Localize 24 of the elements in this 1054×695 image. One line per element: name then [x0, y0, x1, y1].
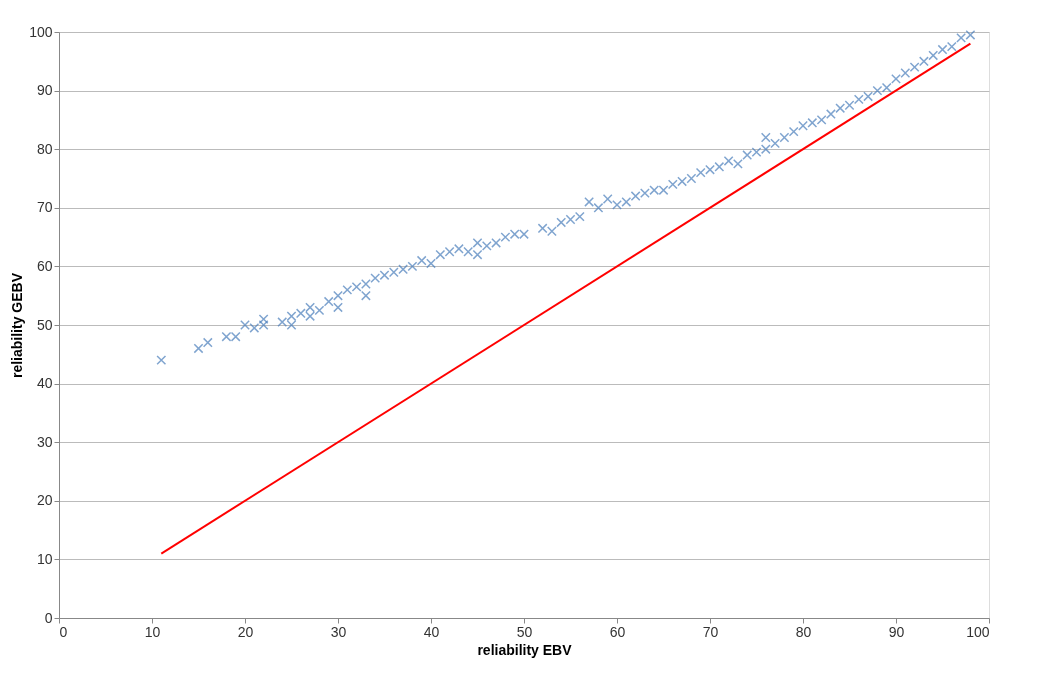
y-tick-label: 70	[36, 199, 53, 216]
y-tick-label: 80	[36, 140, 53, 157]
x-tick-label: 50	[516, 623, 533, 640]
y-tick-label: 100	[29, 23, 53, 40]
x-tick-label: 10	[144, 623, 161, 640]
x-tick-label: 40	[423, 623, 440, 640]
y-tick-label: 0	[44, 609, 53, 626]
x-axis-title: reliability EBV	[477, 641, 573, 658]
y-tick-label: 40	[36, 375, 53, 392]
y-tick-label: 20	[36, 492, 53, 509]
x-tick-label: 60	[609, 623, 626, 640]
y-axis-title: reliability GEBV	[9, 272, 26, 379]
y-tick-label: 50	[36, 316, 53, 333]
y-tick-label: 60	[36, 257, 53, 274]
x-tick-label: 0	[59, 623, 68, 640]
y-tick-label: 10	[36, 550, 53, 567]
x-tick-label: 100	[966, 623, 990, 640]
x-tick-label: 20	[237, 623, 254, 640]
y-tick-label: 90	[36, 82, 53, 99]
x-tick-label: 80	[795, 623, 812, 640]
x-tick-label: 70	[702, 623, 719, 640]
y-tick-label: 30	[36, 433, 53, 450]
x-tick-label: 90	[888, 623, 905, 640]
x-tick-label: 30	[330, 623, 347, 640]
